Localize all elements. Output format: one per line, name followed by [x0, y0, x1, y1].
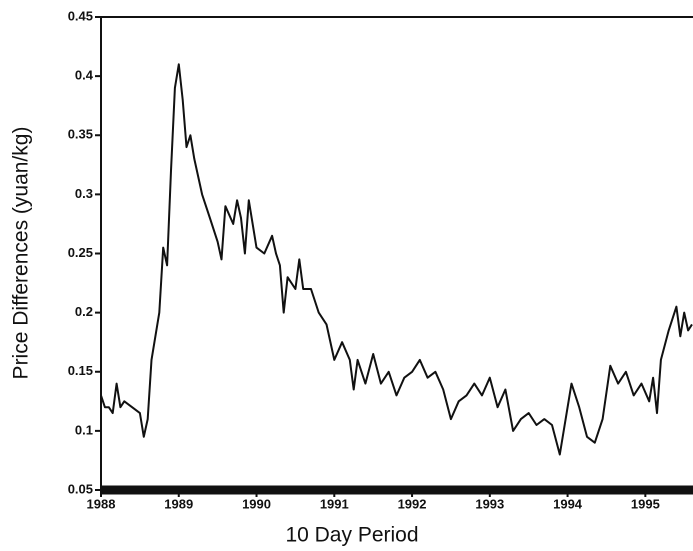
x-tick-label: 1991 — [320, 496, 349, 511]
y-tick-label: 0.25 — [68, 245, 93, 260]
y-tick-label: 0.35 — [68, 127, 93, 142]
x-axis-label: 10 Day Period — [285, 524, 418, 547]
x-tick-label: 1988 — [87, 496, 116, 511]
x-tick-label: 1992 — [398, 496, 427, 511]
y-tick-label: 0.45 — [68, 8, 93, 23]
x-tick-label: 1994 — [553, 496, 583, 511]
x-tick-label: 1993 — [475, 496, 504, 511]
y-tick-label: 0.15 — [68, 363, 93, 378]
y-tick-label: 0.3 — [75, 186, 93, 201]
line — [100, 63, 693, 456]
x-tick-label: 1995 — [631, 496, 660, 511]
y-axis-label: Price Differences (yuan/kg) — [10, 127, 33, 380]
y-tick-label: 0.05 — [68, 481, 93, 496]
y-tick-label: 0.4 — [75, 68, 94, 83]
x-tick-label: 1989 — [164, 496, 193, 511]
y-tick-label: 0.2 — [75, 304, 93, 319]
x-tick-label: 1990 — [242, 496, 271, 511]
y-tick-label: 0.1 — [75, 422, 93, 437]
